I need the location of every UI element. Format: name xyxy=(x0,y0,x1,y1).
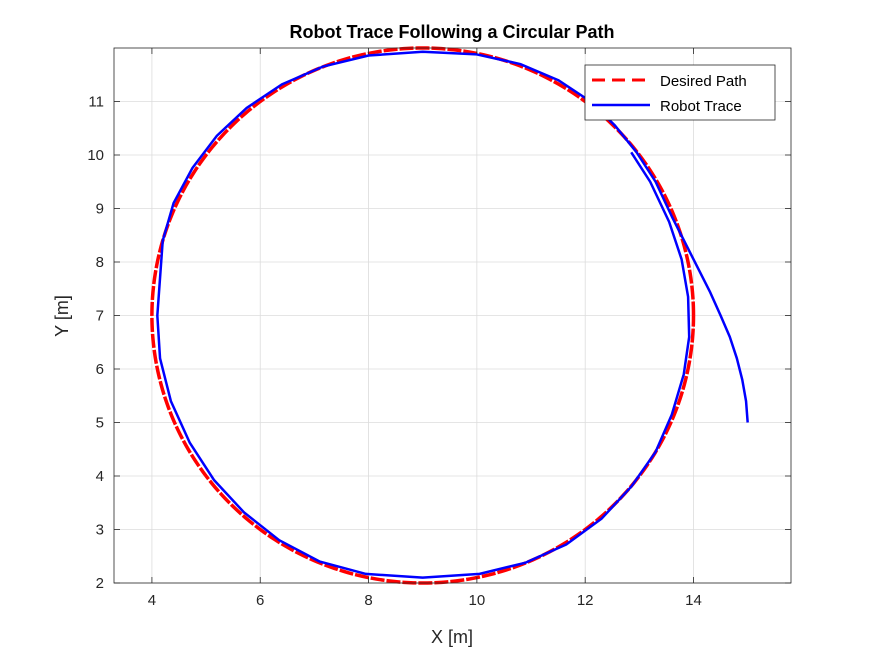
y-tick-label: 5 xyxy=(96,415,104,432)
x-tick-label: 12 xyxy=(577,592,594,609)
x-tick-label: 6 xyxy=(256,592,264,609)
y-axis-label: Y [m] xyxy=(52,295,72,337)
y-tick-label: 3 xyxy=(96,522,104,539)
x-tick-label: 10 xyxy=(469,592,486,609)
y-tick-label: 9 xyxy=(96,201,104,218)
series-robot-trace xyxy=(156,50,749,579)
x-axis-label: X [m] xyxy=(431,627,473,647)
y-tick-label: 6 xyxy=(96,361,104,378)
legend-box xyxy=(584,64,776,121)
y-tick-label: 10 xyxy=(87,147,104,164)
chart-title: Robot Trace Following a Circular Path xyxy=(289,22,614,42)
legend-label-desired: Desired Path xyxy=(660,73,747,90)
x-tick-label: 14 xyxy=(685,592,702,609)
y-tick-label: 2 xyxy=(96,575,104,592)
y-tick-label: 4 xyxy=(96,468,104,485)
y-tick-label: 8 xyxy=(96,254,104,271)
x-tick-label: 8 xyxy=(364,592,372,609)
x-tick-label: 4 xyxy=(148,592,156,609)
legend: Desired Path Robot Trace xyxy=(584,64,776,121)
series-layer xyxy=(150,46,749,585)
y-tick-label: 7 xyxy=(96,308,104,325)
y-tick-label: 11 xyxy=(88,94,104,111)
legend-label-robot: Robot Trace xyxy=(660,98,742,115)
ticks: 4 6 8 10 12 14 2 3 4 5 6 7 8 9 10 11 xyxy=(87,48,791,609)
